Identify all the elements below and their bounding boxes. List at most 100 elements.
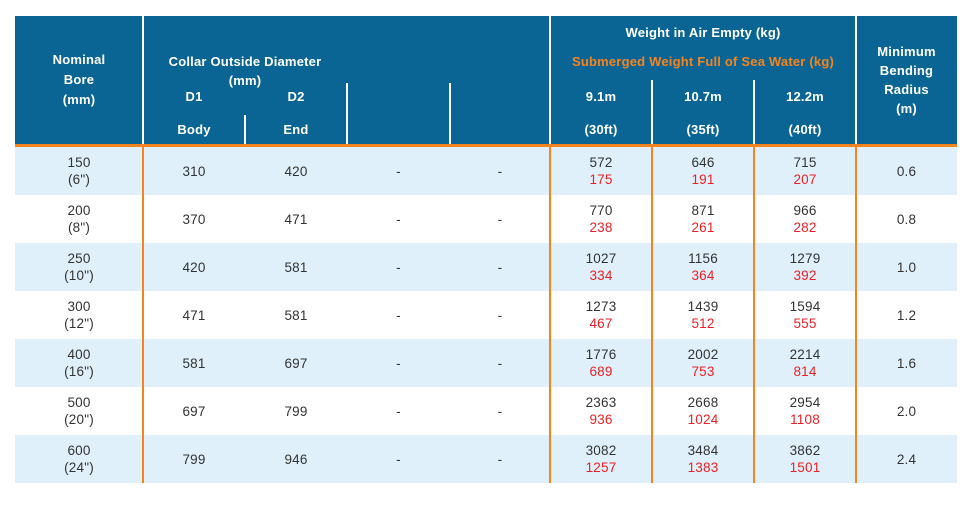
cell-d2-end: 471 bbox=[284, 211, 308, 227]
cell-weight-10-7m: 3484 1383 bbox=[652, 435, 754, 483]
header-weight-air: Weight in Air Empty (kg) bbox=[625, 25, 781, 40]
weight-submerged: 555 bbox=[793, 316, 817, 331]
header-column-divider bbox=[549, 16, 551, 144]
weight-air: 871 bbox=[691, 203, 715, 218]
cell-weight-9-1m: 1776 689 bbox=[550, 339, 652, 387]
header-column-divider bbox=[142, 16, 144, 144]
bore-mm: 200 bbox=[67, 203, 91, 218]
header-d1-body: Body bbox=[177, 122, 211, 137]
table-row: 200 (8") 370 471 - - 770 238 871 261 966… bbox=[15, 195, 957, 243]
weight-air: 1594 bbox=[789, 299, 821, 314]
header-min-bend-radius: Minimum Bending Radius (m) bbox=[856, 16, 957, 144]
cell-d2-end: 581 bbox=[284, 259, 308, 275]
body-column-divider bbox=[549, 147, 551, 483]
cell-weight-9-1m: 3082 1257 bbox=[550, 435, 652, 483]
weight-submerged: 936 bbox=[589, 412, 613, 427]
weight-air: 966 bbox=[793, 203, 817, 218]
weight-air: 3484 bbox=[687, 443, 719, 458]
cell-weight-10-7m: 1439 512 bbox=[652, 291, 754, 339]
header-nominal-line1: Nominal bbox=[52, 52, 106, 67]
header-bottom-rule bbox=[15, 144, 957, 147]
cell-nominal-bore: 150 (6") bbox=[15, 147, 143, 195]
header-column-divider bbox=[651, 80, 653, 144]
weight-submerged: 334 bbox=[589, 268, 613, 283]
cell-weight-10-7m: 646 191 bbox=[652, 147, 754, 195]
cell-d1-body: 697 bbox=[182, 403, 206, 419]
cell-weight-12-2m: 2214 814 bbox=[754, 339, 856, 387]
cell-empty-dash: - bbox=[396, 259, 401, 275]
cell-empty-dash: - bbox=[396, 163, 401, 179]
cell-weight-10-7m: 2668 1024 bbox=[652, 387, 754, 435]
cell-min-bend-radius: 1.6 bbox=[896, 355, 917, 371]
header-d1: D1 bbox=[185, 89, 203, 104]
cell-weight-9-1m: 770 238 bbox=[550, 195, 652, 243]
weight-air: 2214 bbox=[789, 347, 821, 362]
cell-weight-12-2m: 966 282 bbox=[754, 195, 856, 243]
weight-submerged: 1024 bbox=[687, 412, 719, 427]
cell-weight-10-7m: 871 261 bbox=[652, 195, 754, 243]
bore-inches: (16") bbox=[64, 364, 94, 379]
cell-empty-dash: - bbox=[497, 451, 503, 467]
bore-mm: 400 bbox=[67, 347, 91, 362]
bore-inches: (20") bbox=[64, 412, 94, 427]
cell-empty-dash: - bbox=[497, 355, 503, 371]
cell-nominal-bore: 400 (16") bbox=[15, 339, 143, 387]
cell-d2-end: 697 bbox=[284, 355, 308, 371]
bore-inches: (12") bbox=[64, 316, 94, 331]
weight-submerged: 261 bbox=[691, 220, 715, 235]
cell-weight-12-2m: 1594 555 bbox=[754, 291, 856, 339]
weight-submerged: 689 bbox=[589, 364, 613, 379]
cell-weight-12-2m: 715 207 bbox=[754, 147, 856, 195]
header-length-9-1m: 9.1m bbox=[585, 89, 617, 104]
header-minbend-line1: Minimum bbox=[877, 44, 936, 59]
table-row: 500 (20") 697 799 - - 2363 936 2668 1024… bbox=[15, 387, 957, 435]
cell-empty-dash: - bbox=[396, 307, 401, 323]
cell-d2-end: 799 bbox=[284, 403, 308, 419]
cell-weight-10-7m: 2002 753 bbox=[652, 339, 754, 387]
header-collar-group: Collar Outside Diameter (mm) bbox=[143, 52, 347, 90]
header-length-30ft: (30ft) bbox=[584, 122, 618, 137]
cell-empty-dash: - bbox=[396, 451, 401, 467]
bore-mm: 500 bbox=[67, 395, 91, 410]
weight-submerged: 1257 bbox=[585, 460, 617, 475]
cell-nominal-bore: 250 (10") bbox=[15, 243, 143, 291]
cell-empty-dash: - bbox=[497, 211, 503, 227]
cell-weight-12-2m: 2954 1108 bbox=[754, 387, 856, 435]
header-column-divider bbox=[753, 80, 755, 144]
cell-d1-body: 799 bbox=[182, 451, 206, 467]
cell-empty-dash: - bbox=[396, 403, 401, 419]
weight-submerged: 392 bbox=[793, 268, 817, 283]
header-d2-end: End bbox=[283, 122, 309, 137]
cell-min-bend-radius: 1.0 bbox=[896, 259, 917, 275]
cell-weight-12-2m: 1279 392 bbox=[754, 243, 856, 291]
weight-air: 1273 bbox=[585, 299, 617, 314]
weight-submerged: 364 bbox=[691, 268, 715, 283]
weight-submerged: 1108 bbox=[790, 412, 820, 427]
cell-nominal-bore: 300 (12") bbox=[15, 291, 143, 339]
weight-submerged: 1501 bbox=[789, 460, 821, 475]
body-column-divider bbox=[855, 147, 857, 483]
bore-mm: 150 bbox=[67, 155, 91, 170]
weight-submerged: 282 bbox=[793, 220, 817, 235]
body-column-divider bbox=[142, 147, 144, 483]
bore-inches: (6") bbox=[67, 172, 91, 187]
header-nominal-bore: Nominal Bore (mm) bbox=[15, 16, 143, 144]
weight-air: 1279 bbox=[789, 251, 821, 266]
cell-min-bend-radius: 2.4 bbox=[896, 451, 917, 467]
weight-submerged: 467 bbox=[589, 316, 613, 331]
body-column-divider bbox=[753, 147, 755, 483]
weight-submerged: 1383 bbox=[687, 460, 719, 475]
weight-air: 2668 bbox=[687, 395, 719, 410]
header-minbend-line2: Bending bbox=[879, 63, 934, 78]
body-column-divider bbox=[651, 147, 653, 483]
cell-d1-body: 581 bbox=[182, 355, 206, 371]
cell-d1-body: 420 bbox=[182, 259, 206, 275]
header-length-40ft: (40ft) bbox=[788, 122, 822, 137]
cell-weight-9-1m: 1273 467 bbox=[550, 291, 652, 339]
weight-air: 2954 bbox=[789, 395, 821, 410]
table-row: 600 (24") 799 946 - - 3082 1257 3484 138… bbox=[15, 435, 957, 483]
cell-empty-dash: - bbox=[497, 307, 503, 323]
table-header: Nominal Bore (mm) Collar Outside Diamete… bbox=[15, 16, 957, 144]
cell-nominal-bore: 600 (24") bbox=[15, 435, 143, 483]
cell-min-bend-radius: 2.0 bbox=[896, 403, 917, 419]
